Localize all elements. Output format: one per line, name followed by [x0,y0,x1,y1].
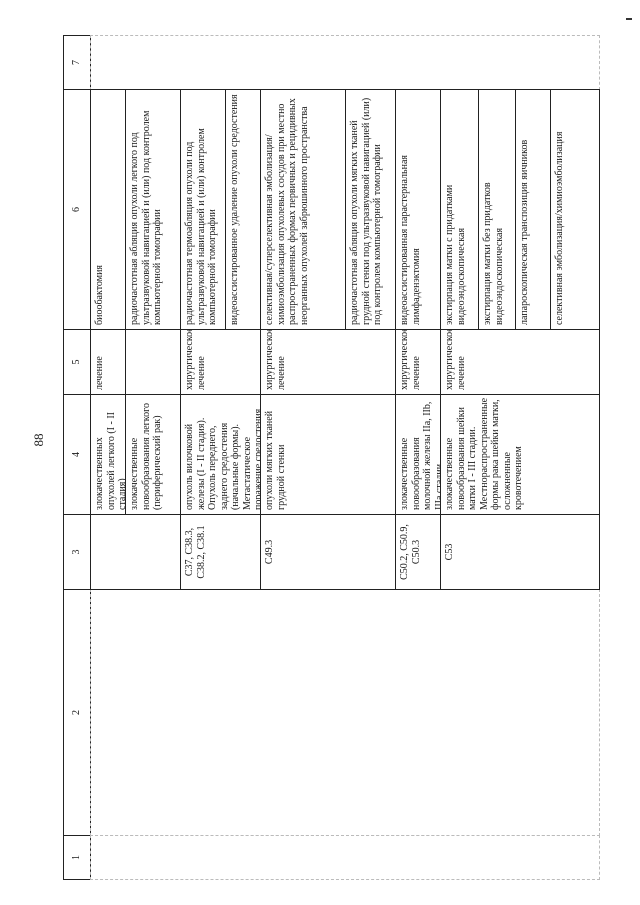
method-cell: биообактомия [90,89,126,330]
method-cell: селективная/суперселективная эмболизация… [260,89,346,330]
method-cell: селективная эмболизация/химиоэмболизация [550,89,600,330]
diagnosis-cell: злокачественные новообразования шейки ма… [440,394,600,515]
codes-cell-empty [90,514,181,590]
method-cell: экстирпация матки без придатков видеоэнд… [478,89,516,330]
col-2-body [90,589,600,836]
method-cell: лапароскопическая транспозиция яичников [515,89,551,330]
diagnosis-cell: опухоль вилочковой железы (I - II стадия… [180,394,261,515]
method-cell: радиочастотная термоабляция опухоли под … [180,89,226,330]
treatment-type-cell: лечение [90,329,126,395]
col-header-3: 3 [63,514,91,590]
page-number: 88 [31,433,46,447]
codes-cell: C37, C38.3, C38.2, C38.1 [180,514,261,590]
treatment-type-cell: хирургическое лечение [440,329,600,395]
col-header-1: 1 [63,835,91,880]
treatment-type-cell: хирургическое лечение [180,329,261,395]
col-header-5: 5 [63,329,91,395]
treatment-type-cell: хирургическое лечение [260,329,396,395]
method-cell: радиочастотная абляция опухоли легкого п… [125,89,181,330]
col-header-2: 2 [63,589,91,836]
method-cell: видеоассистированная парастернальная лим… [395,89,441,330]
diagnosis-cell: злокачественных опухолей легкого (I - II… [90,394,126,515]
diagnosis-cell: злокачественные новообразования молочной… [395,394,441,515]
codes-cell: C49.3 [260,514,396,590]
col-7-body [90,35,600,90]
col-header-4: 4 [63,394,91,515]
col-header-7: 7 [63,35,91,90]
col-header-6: 6 [63,89,91,330]
rotated-table: 88 1 2 3 4 5 6 7 C37, C38.3, C38.2, C38.… [31,35,600,880]
col-1-body [90,835,600,880]
codes-cell: C50.2, C50.9, C50.3 [395,514,441,590]
treatment-type-cell-empty [125,329,181,395]
method-cell: экстирпация матки с придатками видеоэндо… [440,89,479,330]
diagnosis-cell: злокачественные новообразования легкого … [125,394,181,515]
method-cell: радиочастотная абляция опухоли мягких тк… [345,89,396,330]
codes-cell: C53 [440,514,600,590]
method-cell: видеоассистированное удаление опухоли ср… [225,89,261,330]
treatment-type-cell: хирургическое лечение [395,329,441,395]
diagnosis-cell: опухоли мягких тканей грудной стенки [260,394,396,515]
scan-artifact [626,18,632,20]
